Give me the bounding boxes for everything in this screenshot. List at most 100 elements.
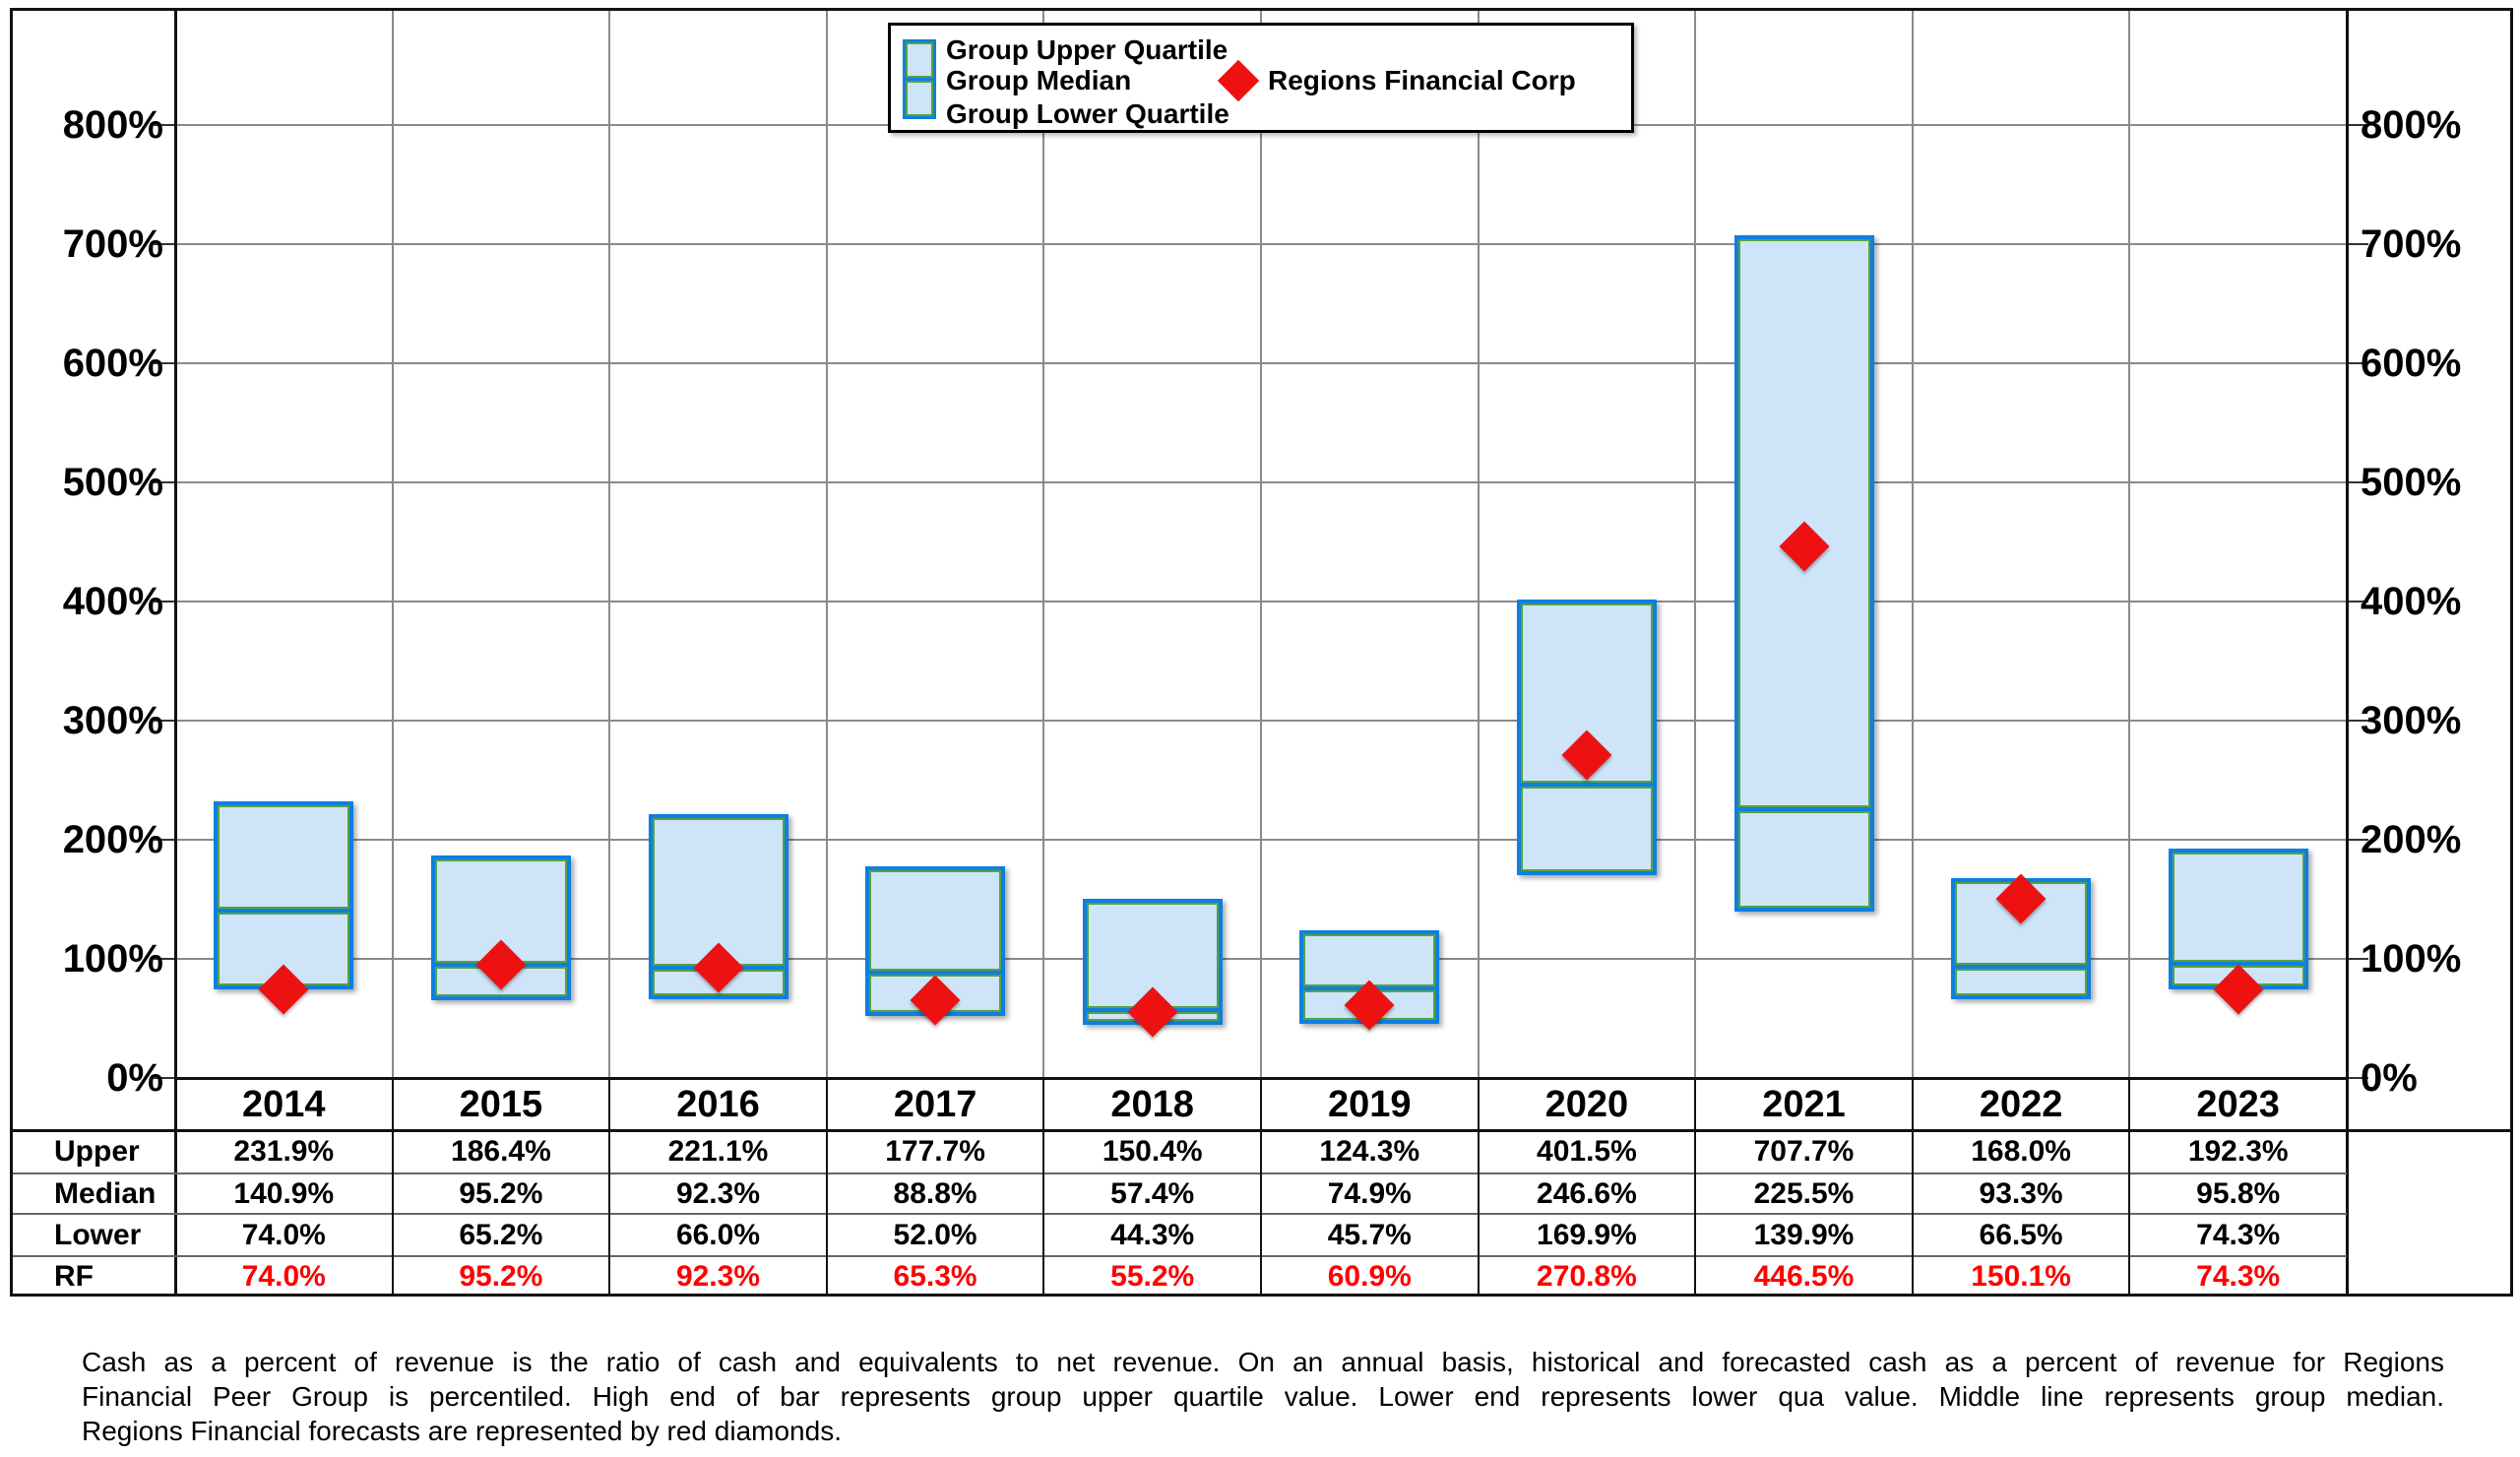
right-axis-tick-label: 200% — [2361, 818, 2462, 861]
table-cell-upper-2018: 150.4% — [1102, 1135, 1203, 1168]
legend-label-lower-quartile: Group Lower Quartile — [946, 98, 1229, 129]
table-cell-lower-2020: 169.9% — [1537, 1219, 1637, 1251]
table-row-header-median: Median — [54, 1177, 157, 1210]
left-axis-line — [174, 11, 177, 1297]
legend-label-regions-financial: Regions Financial Corp — [1268, 65, 1576, 95]
year-label-2023: 2023 — [2196, 1084, 2280, 1125]
table-cell-median-2023: 95.8% — [2196, 1177, 2281, 1210]
right-axis-tick — [2347, 601, 2368, 602]
left-axis-tick — [154, 720, 175, 722]
left-axis-tick — [154, 958, 175, 960]
year-label-2020: 2020 — [1544, 1084, 1629, 1125]
right-axis-line — [2346, 11, 2349, 1297]
left-axis-tick — [154, 839, 175, 841]
table-cell-rf-2019: 60.9% — [1327, 1260, 1412, 1293]
table-cell-upper-2020: 401.5% — [1537, 1135, 1637, 1168]
right-axis-tick-label: 0% — [2361, 1056, 2418, 1100]
table-cell-rf-2016: 92.3% — [675, 1260, 761, 1293]
vertical-gridline — [2128, 11, 2131, 1078]
year-label-2014: 2014 — [242, 1084, 326, 1125]
right-axis-tick — [2347, 243, 2368, 245]
horizontal-gridline — [175, 720, 2347, 722]
table-cell-rf-2018: 55.2% — [1110, 1260, 1195, 1293]
right-axis-tick — [2347, 481, 2368, 483]
table-cell-upper-2017: 177.7% — [885, 1135, 985, 1168]
table-cell-upper-2014: 231.9% — [233, 1135, 335, 1168]
left-axis-tick — [154, 243, 175, 245]
horizontal-gridline — [175, 839, 2347, 841]
left-axis-tick — [154, 1077, 175, 1079]
legend-lower-cell — [903, 78, 936, 119]
vertical-gridline — [1260, 11, 1262, 1078]
table-cell-lower-2021: 139.9% — [1753, 1219, 1855, 1251]
table-cell-median-2015: 95.2% — [459, 1177, 543, 1210]
horizontal-gridline — [175, 601, 2347, 602]
right-axis-tick-label: 400% — [2361, 580, 2462, 623]
legend: Group Upper Quartile Group Median Group … — [888, 23, 1634, 133]
left-axis-tick — [154, 601, 175, 602]
table-column-separator — [1477, 1078, 1480, 1297]
table-column-separator — [1042, 1078, 1045, 1297]
table-cell-lower-2016: 66.0% — [675, 1219, 761, 1251]
table-cell-median-2020: 246.6% — [1537, 1177, 1637, 1210]
table-column-separator — [2128, 1078, 2131, 1297]
table-column-separator — [391, 1078, 394, 1297]
table-row-separator — [13, 1172, 2347, 1174]
table-cell-lower-2022: 66.5% — [1979, 1219, 2063, 1251]
table-cell-upper-2016: 221.1% — [667, 1135, 769, 1168]
table-column-separator — [1911, 1078, 1914, 1297]
quartile-bar-legend-icon — [903, 39, 936, 119]
right-axis-tick-label: 800% — [2361, 103, 2462, 147]
table-cell-rf-2015: 95.2% — [459, 1260, 543, 1293]
table-cell-median-2019: 74.9% — [1327, 1177, 1412, 1210]
table-row-header-lower: Lower — [54, 1219, 142, 1251]
vertical-gridline — [608, 11, 611, 1078]
table-cell-lower-2018: 44.3% — [1110, 1219, 1195, 1251]
table-cell-median-2016: 92.3% — [675, 1177, 761, 1210]
table-cell-rf-2022: 150.1% — [1971, 1260, 2071, 1293]
table-cell-upper-2019: 124.3% — [1319, 1135, 1420, 1168]
table-cell-median-2017: 88.8% — [893, 1177, 977, 1210]
year-label-2021: 2021 — [1762, 1084, 1846, 1125]
median-divider-2020 — [1520, 780, 1653, 789]
table-cell-lower-2019: 45.7% — [1327, 1219, 1412, 1251]
right-axis-tick — [2347, 839, 2368, 841]
right-axis-tick-label: 700% — [2361, 222, 2462, 266]
left-axis-tick-label: 800% — [62, 103, 163, 147]
table-cell-median-2022: 93.3% — [1979, 1177, 2063, 1210]
year-label-2015: 2015 — [459, 1084, 543, 1125]
left-axis-tick-label: 300% — [62, 699, 163, 742]
table-cell-rf-2014: 74.0% — [241, 1260, 326, 1293]
table-cell-median-2014: 140.9% — [233, 1177, 335, 1210]
right-axis-tick-label: 300% — [2361, 699, 2462, 742]
left-axis-tick-label: 700% — [62, 222, 163, 266]
right-axis-tick-label: 600% — [2361, 342, 2462, 385]
legend-upper-cell — [903, 39, 936, 81]
left-axis-tick-label: 0% — [106, 1056, 163, 1100]
table-row-header-upper: Upper — [54, 1135, 140, 1168]
year-label-2016: 2016 — [676, 1084, 760, 1125]
vertical-gridline — [1911, 11, 1914, 1078]
year-label-2017: 2017 — [893, 1084, 977, 1125]
table-column-separator — [1260, 1078, 1262, 1297]
legend-label-median: Group Median — [946, 65, 1132, 95]
vertical-gridline — [825, 11, 828, 1078]
right-axis-tick — [2347, 958, 2368, 960]
horizontal-gridline — [175, 481, 2347, 483]
footnote-line-2: Financial Peer Group is percentiled. Hig… — [82, 1381, 2444, 1412]
horizontal-gridline — [175, 362, 2347, 364]
horizontal-gridline — [175, 958, 2347, 960]
vertical-gridline — [1042, 11, 1045, 1078]
table-cell-upper-2023: 192.3% — [2187, 1135, 2289, 1168]
table-row-separator — [13, 1255, 2347, 1257]
horizontal-gridline — [175, 243, 2347, 245]
table-column-separator — [1694, 1078, 1697, 1297]
year-label-2019: 2019 — [1328, 1084, 1412, 1125]
table-cell-lower-2017: 52.0% — [893, 1219, 977, 1251]
right-axis-tick — [2347, 362, 2368, 364]
table-cell-rf-2021: 446.5% — [1753, 1260, 1855, 1293]
quartile-bar-2021 — [1733, 234, 1874, 912]
table-cell-upper-2015: 186.4% — [451, 1135, 551, 1168]
left-axis-tick — [154, 481, 175, 483]
